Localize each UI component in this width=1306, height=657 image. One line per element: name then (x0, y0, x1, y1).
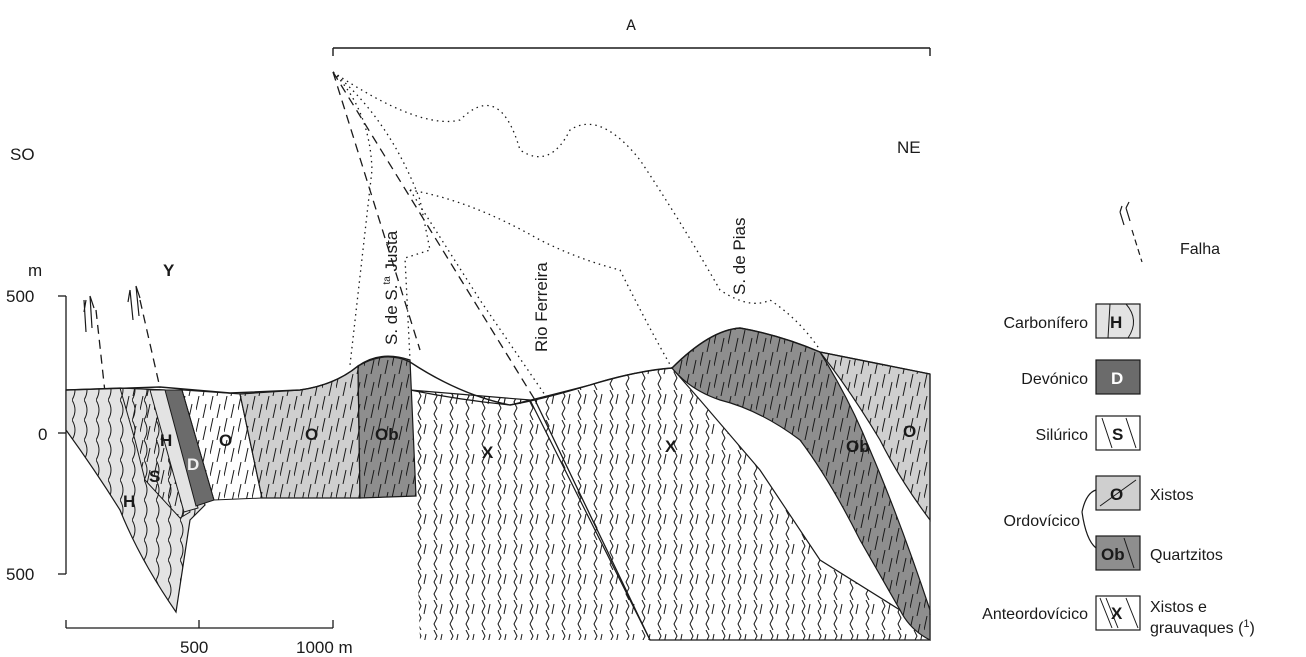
legend-desc-quartzitos: Quartzitos (1150, 547, 1223, 564)
legend-falha: Falha (1180, 241, 1220, 258)
orientation-left: SO (10, 145, 35, 164)
legend: Falha Carbonífero H Devónico D Silúrico … (982, 201, 1255, 637)
peak-label-pias: S. de Pias (730, 218, 749, 296)
peak-label-santa-justa: S. de S.ta Justa (382, 230, 401, 345)
legend-desc-xistos-e: Xistos e (1150, 599, 1207, 616)
fault-label-Y: Y (163, 261, 175, 280)
river-label-ferreira: Rio Ferreira (532, 262, 551, 352)
unit-label-Ob-2: Ob (846, 437, 870, 456)
legend-age-silurico: Silúrico (1036, 427, 1089, 444)
section-label: A (626, 17, 636, 35)
legend-desc-grauvaques: grauvaques (1) (1150, 618, 1255, 637)
legend-symbol-D: D (1111, 369, 1123, 388)
legend-symbol-O: O (1110, 485, 1123, 504)
legend-swatch-anteordovicico (1095, 595, 1141, 631)
legend-swatch-carbonifero (1095, 303, 1141, 339)
legend-age-carbonifero: Carbonífero (1004, 315, 1089, 332)
section-body (65, 327, 931, 641)
legend-symbol-S: S (1112, 425, 1123, 444)
legend-swatch-devonico (1095, 359, 1141, 395)
legend-symbol-H: H (1110, 313, 1122, 332)
horizontal-tick-1000: 1000 m (296, 638, 353, 657)
unit-label-X-2: X (665, 437, 677, 456)
legend-age-devonico: Devónico (1021, 371, 1088, 388)
fault-arrows (83, 285, 141, 333)
unit-label-O-3: O (903, 422, 916, 441)
vertical-scale: m 500 0 500 (6, 261, 67, 584)
orientation-right: NE (897, 138, 921, 157)
unit-label-S: S (149, 467, 160, 486)
unit-label-H-mid: H (160, 431, 172, 450)
section-bracket: A (332, 17, 931, 56)
legend-age-ordovicico: Ordovícico (1004, 513, 1081, 530)
unit-label-O-2: O (305, 425, 318, 444)
legend-symbol-X: X (1111, 604, 1123, 623)
horizontal-scale: 500 1000 m (65, 620, 353, 657)
unit-label-X-1: X (482, 443, 494, 462)
unit-label-O-1: O (219, 431, 232, 450)
unit-label-D: D (187, 455, 199, 474)
legend-desc-xistos: Xistos (1150, 487, 1194, 504)
unit-label-H-left: H (123, 492, 135, 511)
vertical-tick-zero: 0 (38, 425, 47, 444)
horizontal-tick-500: 500 (180, 638, 208, 657)
vertical-unit: m (28, 261, 42, 280)
legend-age-anteordovicico: Anteordovícico (982, 606, 1088, 623)
unit-label-Ob-1: Ob (375, 425, 399, 444)
fault-lines-dashed (95, 71, 536, 421)
projected-topography (332, 71, 821, 396)
legend-symbol-Ob: Ob (1101, 545, 1125, 564)
fault-symbol-icon (1119, 201, 1143, 263)
vertical-tick-top: 500 (6, 287, 34, 306)
vertical-tick-bottom: 500 (6, 565, 34, 584)
